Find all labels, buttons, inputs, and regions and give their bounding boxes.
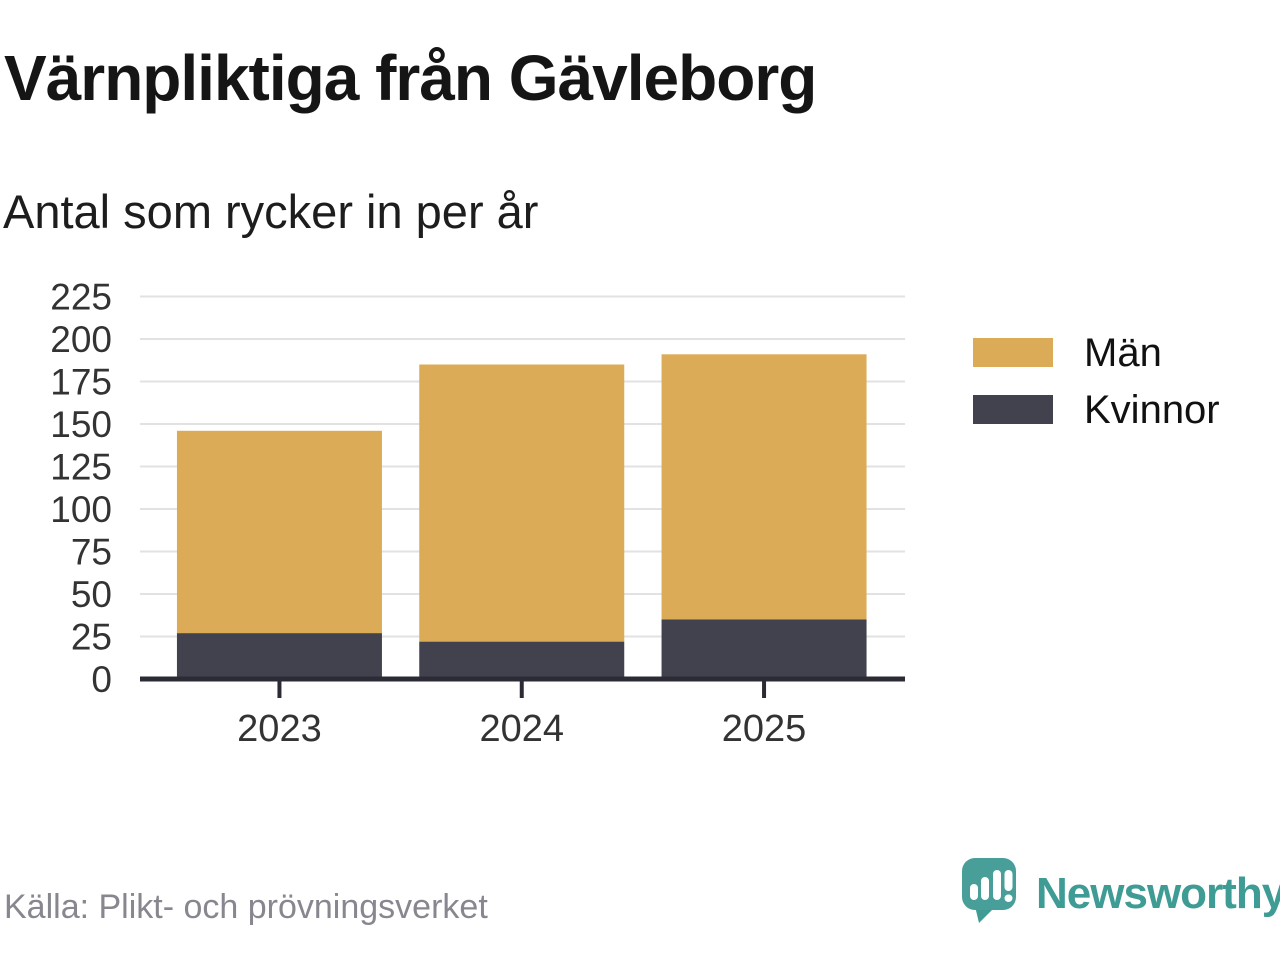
y-tick-label-75: 75 <box>71 532 112 573</box>
x-tick-label-2024: 2024 <box>479 708 564 750</box>
bar-segment-kvinnor-2023 <box>176 633 382 679</box>
brand-wordmark: Newsworthy <box>1036 869 1280 918</box>
chart-subtitle: Antal som rycker in per år <box>3 185 539 238</box>
bar-segment-män-2024 <box>419 364 625 642</box>
y-tick-label-0: 0 <box>91 659 112 700</box>
y-tick-label-200: 200 <box>50 319 112 360</box>
y-tick-label-225: 225 <box>50 277 112 318</box>
chart-legend: Män Kvinnor <box>973 333 1220 452</box>
x-tick-label-2023: 2023 <box>237 708 322 750</box>
y-tick-label-125: 125 <box>50 447 112 488</box>
legend-label-kvinnor: Kvinnor <box>1084 387 1220 432</box>
y-tick-label-50: 50 <box>71 574 112 615</box>
bar-segment-män-2025 <box>661 354 867 620</box>
legend-item-män: Män <box>973 333 1220 373</box>
y-tick-label-25: 25 <box>71 617 112 658</box>
bar-segment-män-2023 <box>176 430 382 634</box>
chart-title: Värnpliktiga från Gävleborg <box>4 42 817 114</box>
legend-swatch-män <box>973 338 1053 367</box>
newsworthy-logo-icon <box>962 858 1016 923</box>
y-tick-label-175: 175 <box>50 362 112 403</box>
legend-label-män: Män <box>1084 330 1162 375</box>
brand-block: Newsworthy <box>962 858 1280 926</box>
bar-segment-kvinnor-2024 <box>419 641 625 679</box>
x-tick-label-2025: 2025 <box>722 708 807 750</box>
legend-swatch-kvinnor <box>973 395 1053 424</box>
bar-segment-kvinnor-2025 <box>661 619 867 679</box>
source-note: Källa: Plikt- och prövningsverket <box>4 888 488 926</box>
y-tick-label-150: 150 <box>50 404 112 445</box>
y-tick-label-100: 100 <box>50 489 112 530</box>
legend-item-kvinnor: Kvinnor <box>973 390 1220 430</box>
